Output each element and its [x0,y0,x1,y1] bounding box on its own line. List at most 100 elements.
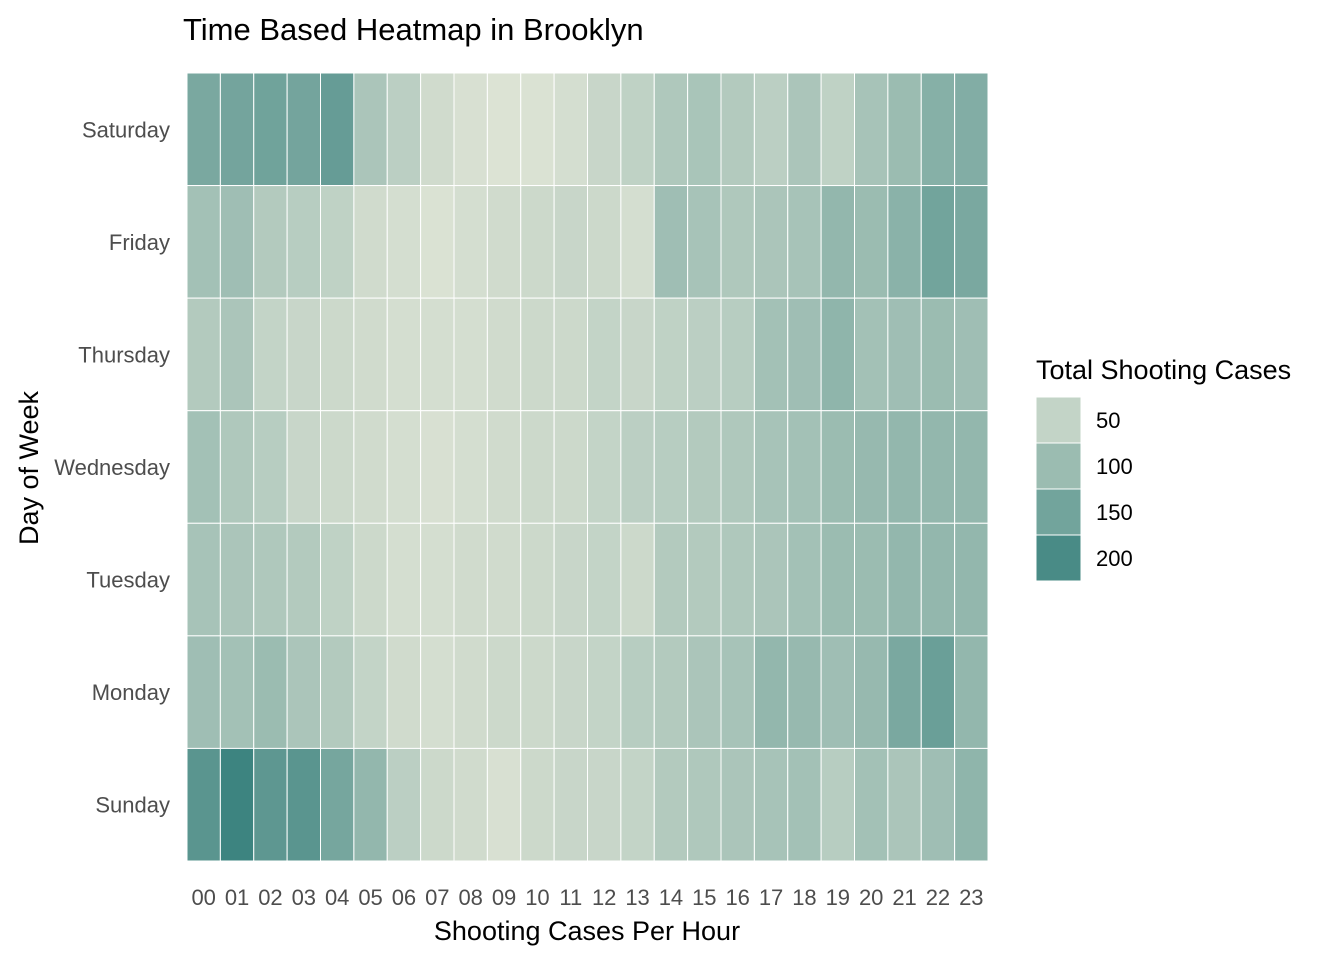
heatmap-cell-saturday-00 [186,72,221,187]
heatmap-cell-sunday-21 [887,747,922,862]
heatmap-cell-thursday-13 [620,297,655,412]
heatmap-cell-sunday-08 [453,747,488,862]
x-tick-label: 04 [325,885,349,910]
heatmap-cell-tuesday-00 [186,522,221,637]
heatmap-cell-wednesday-01 [219,410,255,524]
heatmap-cell-tuesday-02 [253,522,288,637]
heatmap-cell-thursday-16 [720,297,755,412]
heatmap-cell-friday-02 [253,185,288,299]
legend-keys: 50 100 150 200 [1035,396,1133,582]
heatmap-cell-thursday-21 [887,297,922,412]
x-tick-label: 00 [191,885,215,910]
heatmap-cell-saturday-12 [587,72,622,187]
heatmap-cell-saturday-14 [653,72,689,187]
legend-key-swatch [1035,534,1082,582]
heatmap-cell-thursday-23 [954,297,989,412]
heatmap-cell-friday-23 [954,185,989,299]
heatmap-cell-saturday-20 [854,72,889,187]
heatmap-cell-monday-16 [720,635,755,749]
heatmap-cell-saturday-06 [386,72,422,187]
heatmap-cell-monday-10 [520,635,555,749]
legend-key-label: 100 [1096,454,1133,479]
heatmap-cell-thursday-22 [920,297,956,412]
heatmap-cell-saturday-11 [553,72,588,187]
heatmap-cell-monday-07 [420,635,455,749]
heatmap-cell-friday-16 [720,185,755,299]
x-tick-label: 06 [392,885,416,910]
x-tick-label: 01 [225,885,249,910]
heatmap-cell-wednesday-04 [320,410,355,524]
heatmap-cell-wednesday-08 [453,410,488,524]
heatmap-cell-monday-03 [286,635,321,749]
x-tick-label: 03 [292,885,316,910]
y-tick-label: Saturday [82,117,170,142]
y-tick-label: Sunday [95,793,170,818]
legend-title: Total Shooting Cases [1036,355,1291,385]
heatmap-cell-saturday-15 [687,72,722,187]
heatmap-cell-monday-23 [954,635,989,749]
heatmap-cell-wednesday-09 [486,410,522,524]
heatmap-cell-monday-11 [553,635,588,749]
heatmap-cell-friday-13 [620,185,655,299]
heatmap-cell-wednesday-11 [553,410,588,524]
heatmap-cell-monday-06 [386,635,422,749]
heatmap-cell-wednesday-16 [720,410,755,524]
y-axis-title: Day of Week [14,390,44,545]
heatmap-cell-sunday-05 [353,747,388,862]
heatmap-cell-sunday-13 [620,747,655,862]
legend-key-swatch [1035,488,1082,536]
heatmap-cell-wednesday-22 [920,410,956,524]
heatmap-cell-monday-22 [920,635,956,749]
heatmap-cell-friday-01 [219,185,255,299]
heatmap-cell-sunday-10 [520,747,555,862]
heatmap-cell-sunday-22 [920,747,956,862]
heatmap-cell-wednesday-23 [954,410,989,524]
heatmap-cell-wednesday-14 [653,410,689,524]
heatmap-cell-tuesday-06 [386,522,422,637]
legend-key-swatch [1035,396,1082,444]
x-tick-label: 13 [625,885,649,910]
legend-key-swatch [1035,442,1082,490]
heatmap-cell-friday-22 [920,185,956,299]
heatmap-cell-monday-13 [620,635,655,749]
heatmap-cell-monday-21 [887,635,922,749]
x-tick-label: 17 [759,885,783,910]
x-tick-label: 10 [525,885,549,910]
heatmap-cell-wednesday-07 [420,410,455,524]
heatmap-cell-tuesday-11 [553,522,588,637]
heatmap-cell-saturday-05 [353,72,388,187]
heatmap-cell-thursday-20 [854,297,889,412]
heatmap-cell-tuesday-19 [820,522,855,637]
heatmap-cell-monday-18 [787,635,822,749]
heatmap-cell-wednesday-03 [286,410,321,524]
heatmap-cell-friday-15 [687,185,722,299]
heatmap-cell-saturday-23 [954,72,989,187]
heatmap-cell-tuesday-17 [753,522,789,637]
heatmap-cell-friday-04 [320,185,355,299]
heatmap-cell-sunday-06 [386,747,422,862]
y-tick-label: Monday [92,680,170,705]
heatmap-cell-tuesday-21 [887,522,922,637]
heatmap-cell-sunday-20 [854,747,889,862]
heatmap-cell-sunday-09 [486,747,522,862]
heatmap-cell-thursday-08 [453,297,488,412]
heatmap-cell-thursday-19 [820,297,855,412]
heatmap-cell-sunday-03 [286,747,321,862]
legend-key-label: 50 [1096,408,1120,433]
heatmap-cell-saturday-13 [620,72,655,187]
legend-key-label: 200 [1096,546,1133,571]
heatmap-cell-friday-07 [420,185,455,299]
heatmap-cell-tuesday-14 [653,522,689,637]
heatmap-cell-friday-10 [520,185,555,299]
heatmap-cell-thursday-12 [587,297,622,412]
heatmap-cell-saturday-01 [219,72,255,187]
heatmap-cell-thursday-01 [219,297,255,412]
heatmap-cell-saturday-18 [787,72,822,187]
x-axis-title: Shooting Cases Per Hour [434,916,740,946]
heatmap-cell-sunday-00 [186,747,221,862]
heatmap-cell-wednesday-18 [787,410,822,524]
heatmap-cell-sunday-18 [787,747,822,862]
heatmap-cell-wednesday-12 [587,410,622,524]
heatmap-cell-friday-06 [386,185,422,299]
